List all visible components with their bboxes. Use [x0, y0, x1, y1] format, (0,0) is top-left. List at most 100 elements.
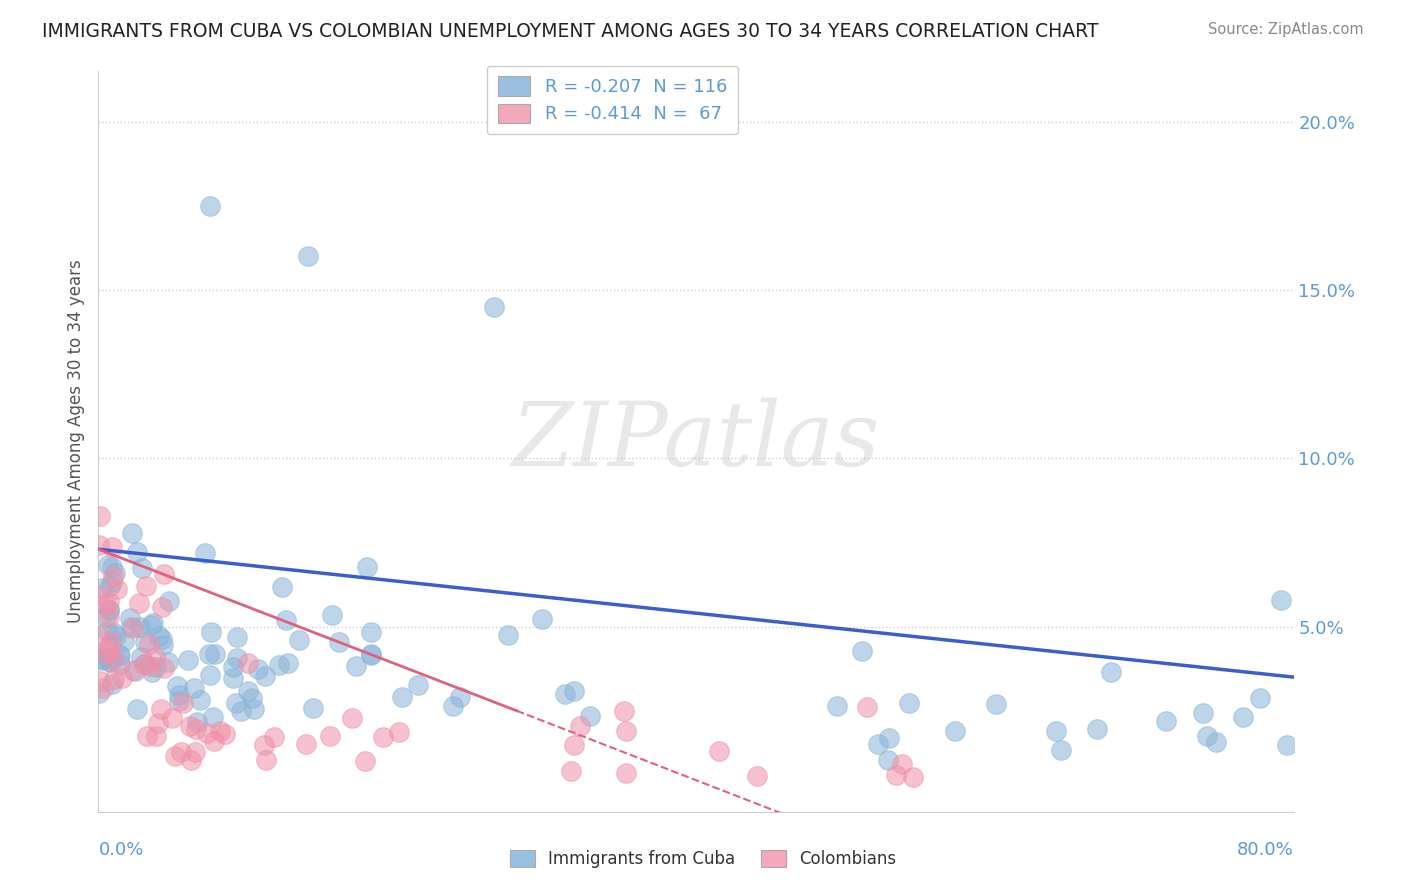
Point: [825, 698, 848, 713]
Point: [1232, 710, 1254, 724]
Point: [176, 653, 198, 667]
Point: [387, 725, 409, 739]
Point: [127, 545, 149, 559]
Point: [111, 671, 134, 685]
Point: [562, 738, 585, 752]
Point: [141, 665, 163, 679]
Point: [121, 526, 143, 541]
Point: [198, 647, 221, 661]
Text: Source: ZipAtlas.com: Source: ZipAtlas.com: [1208, 22, 1364, 37]
Point: [142, 615, 165, 630]
Point: [354, 754, 377, 768]
Point: [1099, 665, 1122, 679]
Point: [153, 660, 176, 674]
Point: [344, 659, 367, 673]
Legend: R = -0.207  N = 116, R = -0.414  N =  67: R = -0.207 N = 116, R = -0.414 N = 67: [486, 66, 738, 135]
Point: [165, 749, 187, 764]
Point: [222, 660, 245, 674]
Point: [614, 765, 637, 780]
Point: [160, 711, 183, 725]
Point: [530, 611, 553, 625]
Point: [98, 609, 121, 624]
Point: [868, 737, 890, 751]
Point: [101, 575, 124, 590]
Point: [188, 692, 211, 706]
Point: [240, 691, 263, 706]
Point: [1049, 743, 1071, 757]
Point: [356, 559, 378, 574]
Point: [184, 723, 207, 737]
Point: [195, 726, 218, 740]
Point: [103, 626, 125, 640]
Point: [441, 698, 464, 713]
Point: [89, 509, 111, 524]
Point: [851, 644, 873, 658]
Point: [89, 588, 111, 602]
Point: [132, 657, 155, 671]
Point: [128, 620, 150, 634]
Point: [105, 629, 128, 643]
Point: [253, 668, 276, 682]
Point: [319, 729, 342, 743]
Point: [97, 650, 120, 665]
Point: [131, 561, 153, 575]
Point: [150, 632, 173, 646]
Point: [100, 579, 122, 593]
Point: [167, 688, 190, 702]
Point: [1270, 592, 1292, 607]
Point: [135, 730, 157, 744]
Point: [103, 673, 125, 687]
Point: [202, 710, 225, 724]
Point: [143, 650, 166, 665]
Point: [371, 730, 394, 744]
Point: [898, 696, 921, 710]
Point: [101, 677, 124, 691]
Point: [183, 681, 205, 695]
Point: [277, 656, 299, 670]
Point: [1087, 723, 1109, 737]
Point: [360, 648, 382, 663]
Point: [87, 538, 110, 552]
Point: [134, 657, 156, 672]
Point: [110, 657, 132, 671]
Point: [225, 696, 247, 710]
Point: [1045, 724, 1067, 739]
Point: [236, 656, 259, 670]
Point: [876, 753, 898, 767]
Point: [1197, 729, 1219, 743]
Point: [129, 650, 152, 665]
Point: [360, 648, 382, 662]
Point: [103, 652, 125, 666]
Point: [98, 603, 121, 617]
Point: [1205, 735, 1227, 749]
Point: [100, 634, 122, 648]
Point: [267, 658, 290, 673]
Point: [98, 603, 121, 617]
Point: [560, 764, 582, 778]
Point: [110, 648, 132, 662]
Point: [97, 640, 120, 654]
Point: [554, 687, 576, 701]
Point: [274, 613, 297, 627]
Point: [984, 698, 1007, 712]
Point: [449, 690, 471, 705]
Point: [91, 651, 114, 665]
Point: [104, 566, 127, 581]
Point: [745, 769, 768, 783]
Y-axis label: Unemployment Among Ages 30 to 34 years: Unemployment Among Ages 30 to 34 years: [66, 260, 84, 624]
Point: [167, 694, 190, 708]
Point: [1249, 690, 1271, 705]
Point: [246, 662, 269, 676]
Point: [96, 624, 118, 639]
Point: [91, 681, 114, 695]
Point: [263, 730, 285, 744]
Point: [236, 684, 259, 698]
Point: [118, 611, 141, 625]
Point: [1192, 706, 1215, 720]
Point: [138, 637, 160, 651]
Point: [288, 633, 311, 648]
Point: [707, 744, 730, 758]
Point: [134, 579, 156, 593]
Point: [294, 737, 316, 751]
Point: [328, 635, 350, 649]
